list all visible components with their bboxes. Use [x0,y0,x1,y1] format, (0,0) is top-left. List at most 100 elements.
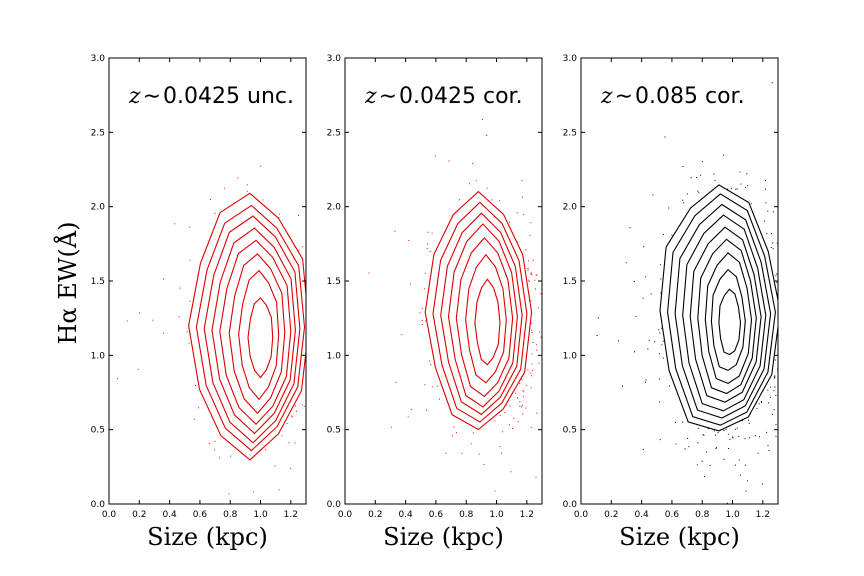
y-tick-label: 0.5 [563,426,577,436]
data-point [525,249,527,251]
x-tick-label: 1.2 [520,510,534,520]
data-point [424,272,426,274]
data-point [760,401,762,402]
data-point [682,199,684,201]
x-tick-label: 0.8 [223,510,238,520]
data-point [597,317,599,319]
data-point [765,202,767,204]
data-point [532,370,534,371]
data-point [652,194,654,196]
data-point [534,279,536,281]
contour-level-7 [195,204,306,452]
data-point [725,428,727,430]
data-point [732,437,734,439]
data-point [774,359,776,361]
data-point [409,283,411,285]
data-point [291,415,293,417]
data-point [455,432,457,434]
data-point [486,135,488,136]
data-point [527,269,529,271]
data-point [775,394,777,396]
contour-level-5 [689,226,762,403]
data-point [162,332,164,334]
data-point [517,421,519,423]
contour-level-4 [219,239,292,425]
data-point [303,405,305,407]
data-point [659,401,661,403]
data-point [748,422,750,424]
data-point [421,324,423,325]
data-point [521,180,523,181]
data-point [410,409,412,411]
data-point [536,412,538,414]
data-point [746,173,748,175]
data-point [658,353,660,355]
data-point [642,297,644,299]
data-point [419,312,421,314]
data-point [532,259,534,261]
data-point [540,336,542,338]
x-tick-label: 0.0 [102,510,117,520]
data-point [740,474,741,476]
data-point [768,450,770,452]
data-point [525,407,527,409]
contour-level-9 [659,184,778,432]
data-point [436,385,438,387]
data-point [302,246,304,248]
data-point [658,329,660,331]
data-point [668,207,670,209]
data-point [775,423,777,425]
y-tick-label: 1.5 [327,277,341,287]
x-axis-label: Size (kpc) [147,523,268,551]
data-point [697,442,699,444]
data-point [738,459,740,461]
data-point [645,381,646,383]
contour-level-2 [238,269,280,401]
data-point [728,448,730,449]
data-point [757,452,759,454]
x-tick-label: 0.4 [162,510,177,520]
data-point [774,377,776,379]
data-point [458,199,460,201]
data-point [521,379,523,381]
data-point [528,279,530,281]
data-point [642,448,644,450]
contour-level-3 [228,253,286,415]
data-point [775,275,777,277]
data-point [519,405,521,407]
y-tick-label: 0.5 [327,426,341,436]
data-point [532,342,534,343]
data-point [769,396,771,398]
data-point [252,491,254,493]
plot-area [596,82,778,504]
contour-level-7 [424,190,533,431]
contour-level-3 [455,236,514,398]
data-point [773,409,775,411]
data-point [774,375,776,377]
data-point [522,396,524,398]
data-point [522,389,524,391]
data-point [723,430,725,431]
data-point [407,416,409,418]
data-point [668,385,670,387]
data-point [772,413,774,415]
data-point [523,391,525,393]
data-point [535,476,537,478]
data-point [766,431,768,433]
data-point [262,199,264,201]
data-point [499,414,501,416]
data-point [748,419,749,421]
data-point [713,173,715,175]
data-point [647,348,649,350]
panel-title: z∼0.0425 cor. [364,84,523,109]
data-point [427,231,429,233]
y-tick-label: 2.5 [563,128,577,138]
data-point [520,406,522,408]
y-tick-label: 3.0 [327,54,342,64]
data-point [774,376,776,378]
data-point [162,278,164,280]
data-point [421,319,423,321]
data-point [486,187,488,189]
y-tick-label: 2.0 [327,203,342,213]
data-point [390,426,392,428]
